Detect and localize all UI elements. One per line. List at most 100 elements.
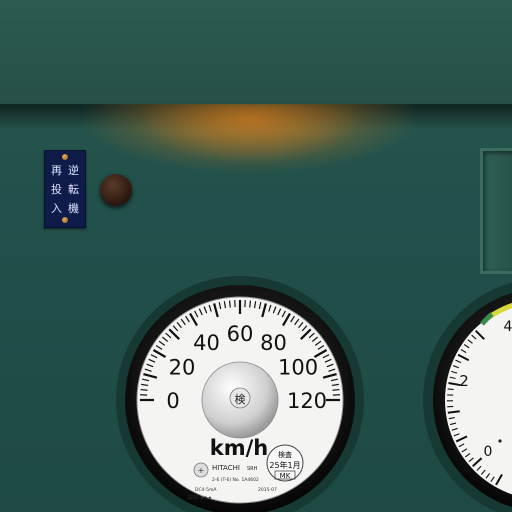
plate-line-1: 2-6 (T-6) No. 1A4602 (212, 477, 259, 483)
speed-tick (203, 306, 208, 314)
second-gauge-label: 4 (504, 319, 512, 335)
speed-scale-label: 20 (169, 356, 196, 380)
second-gauge-face (445, 305, 512, 495)
second-gauge-tick (447, 410, 460, 414)
speed-tick (331, 383, 339, 387)
speed-ticks (140, 300, 340, 402)
speed-tick (290, 315, 295, 323)
second-gauge-tick (464, 452, 471, 458)
speed-tick (294, 318, 300, 326)
second-gauge-tick (471, 334, 477, 340)
second-gauge-tick (457, 353, 470, 362)
speed-tick (218, 302, 222, 310)
reverser-switch-plate: 再 逆 投 転 入 機 (44, 150, 86, 228)
second-gauge-tick (485, 473, 491, 479)
second-gauge-tick (451, 427, 458, 431)
speed-tick (213, 303, 219, 318)
speed-scale-label: 100 (278, 356, 318, 380)
speed-tick (330, 378, 338, 382)
hub-cap (229, 387, 251, 409)
speed-tick (176, 321, 182, 329)
inspection-mark: MK (280, 472, 291, 480)
speed-tick (277, 308, 282, 316)
speed-tick (328, 368, 336, 372)
speed-tick (141, 383, 149, 387)
speed-tick (198, 308, 203, 316)
speed-scale-label: 60 (227, 322, 254, 346)
speed-tick (332, 388, 340, 391)
speed-tick (301, 325, 308, 332)
speed-tick (261, 303, 267, 318)
hub-inspection-char: 検 (235, 392, 246, 406)
second-gauge-tick (480, 469, 486, 475)
speed-tick (146, 363, 154, 368)
second-gauge-tick (449, 422, 457, 426)
plate-char: 機 (68, 202, 79, 215)
speed-tick (322, 354, 330, 359)
second-gauge-tick (490, 476, 495, 483)
speed-tick (324, 358, 332, 363)
control-knob[interactable] (100, 174, 132, 206)
speed-tick (223, 301, 227, 309)
speed-unit-label: km/h (210, 436, 268, 460)
adjust-screw-icon[interactable] (193, 462, 209, 478)
speed-tick (185, 315, 190, 323)
second-gauge-tick (472, 457, 483, 467)
inspection-date: 25年1月 (269, 460, 300, 470)
speed-tick (268, 304, 272, 312)
speed-tick (311, 336, 319, 342)
speed-tick (258, 302, 262, 310)
speed-tick (161, 336, 169, 342)
speed-tick (168, 328, 180, 340)
speed-tick (152, 349, 167, 358)
second-gauge-ticks (446, 329, 503, 486)
speed-tick (253, 301, 257, 309)
svg-text:+: + (198, 466, 205, 475)
second-gauge-tick (447, 388, 454, 391)
plate-char: 逆 (68, 164, 79, 177)
speed-tick (155, 345, 163, 350)
speed-tick (189, 312, 198, 327)
second-gauge-tick (495, 473, 503, 486)
speed-tick (313, 349, 328, 358)
speed-tick (143, 373, 158, 379)
lamp-glow (80, 104, 420, 174)
speed-tick (158, 340, 166, 346)
screw-icon (62, 154, 68, 160)
second-gauge-label: 2 (459, 372, 469, 390)
maker-suffix: SRH (247, 466, 258, 472)
second-gauge-tick (455, 435, 468, 443)
speed-tick (249, 300, 252, 308)
second-gauge-tick (453, 365, 460, 369)
speed-tick (282, 312, 291, 327)
side-window-frame (480, 148, 512, 274)
speed-tick (281, 310, 286, 318)
plate-char: 入 (51, 202, 62, 215)
speed-tick (300, 328, 312, 340)
second-gauge-tick (448, 381, 461, 387)
second-gauge-tick (458, 443, 465, 448)
speed-tick (165, 332, 172, 339)
plate-char: 投 (51, 183, 62, 196)
second-gauge-tick (474, 329, 485, 340)
speed-tick (148, 358, 156, 363)
second-gauge-label: 0 (484, 444, 493, 460)
speed-tick (322, 373, 337, 379)
speed-tick (326, 363, 334, 368)
speed-tick (142, 378, 150, 382)
second-gauge-tick (449, 376, 456, 380)
plate-line-2: DC4-5mA (195, 487, 217, 493)
second-gauge-tick (461, 448, 468, 453)
second-gauge: 2 0 4 (423, 282, 512, 512)
zone-green (480, 312, 494, 326)
plate-char: 再 (51, 164, 62, 177)
speed-tick (180, 318, 186, 326)
screw-icon (62, 217, 68, 223)
speed-tick (228, 300, 231, 308)
second-gauge-tick (455, 359, 462, 364)
second-gauge-tick (468, 457, 474, 463)
second-gauge-tick (467, 339, 473, 344)
